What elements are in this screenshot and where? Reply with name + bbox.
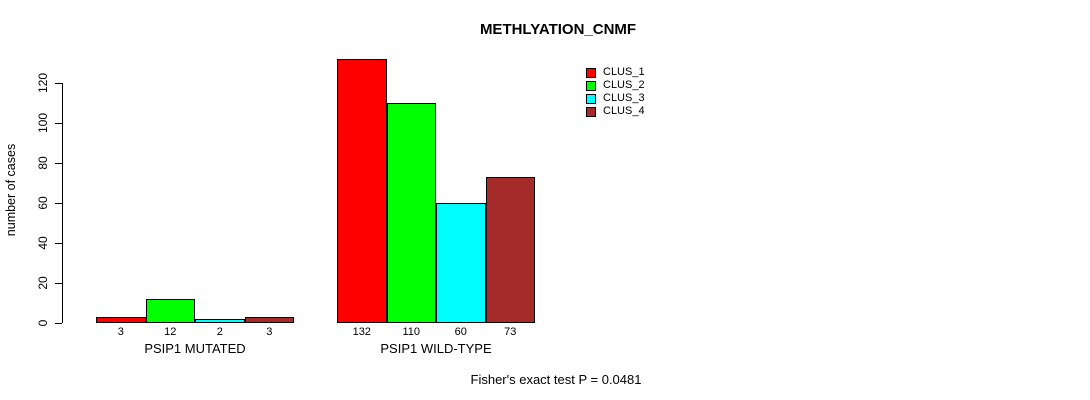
group-label: PSIP1 MUTATED [144,341,246,356]
y-tick [55,203,62,204]
y-tick [55,323,62,324]
legend-swatch-clus_2 [586,80,596,91]
fisher-test-annotation: Fisher's exact test P = 0.0481 [470,372,642,387]
y-tick-label: 20 [36,276,50,290]
bar-value-label: 12 [164,326,177,338]
legend-label: CLUS_2 [603,79,645,91]
bar-clus_4 [244,317,294,323]
legend-swatch-clus_4 [586,106,596,117]
y-tick [55,123,62,124]
y-tick [55,243,62,244]
bar-clus_2 [386,103,436,323]
y-tick-label: 120 [36,72,50,94]
legend-swatch-clus_3 [586,93,596,104]
legend-row: CLUS_4 [586,105,645,118]
y-axis-title: number of cases [4,143,18,237]
bar-value-label: 3 [117,326,124,338]
legend-row: CLUS_3 [586,92,645,105]
legend-row: CLUS_1 [586,66,645,79]
chart-title: METHLYATION_CNMF [479,21,637,38]
bar-value-label: 73 [504,326,517,338]
legend-label: CLUS_3 [603,92,645,104]
legend-row: CLUS_2 [586,79,645,92]
y-tick-label: 60 [36,196,50,210]
y-tick-label: 0 [36,319,50,327]
y-tick [55,283,62,284]
y-tick-label: 100 [36,112,50,134]
legend: CLUS_1 CLUS_2 CLUS_3 CLUS_4 [586,66,645,118]
legend-label: CLUS_4 [603,105,645,117]
legend-swatch-clus_1 [586,67,596,78]
legend-label: CLUS_1 [603,66,645,78]
y-tick [55,163,62,164]
bar-value-label: 132 [352,326,371,338]
y-axis-line [62,83,63,323]
bar-clus_2 [145,299,195,323]
y-tick-label: 80 [36,156,50,170]
bar-value-label: 3 [266,326,273,338]
bar-clus_3 [195,319,245,323]
bar-clus_1 [96,317,146,323]
y-tick-label: 40 [36,236,50,250]
bar-value-label: 110 [402,326,421,338]
y-tick [55,83,62,84]
bar-value-label: 2 [216,326,223,338]
group-label: PSIP1 WILD-TYPE [380,341,492,356]
bar-clus_4 [485,177,535,323]
bar-clus_3 [436,203,486,323]
bar-value-label: 60 [454,326,467,338]
bar-clus_1 [337,59,387,323]
